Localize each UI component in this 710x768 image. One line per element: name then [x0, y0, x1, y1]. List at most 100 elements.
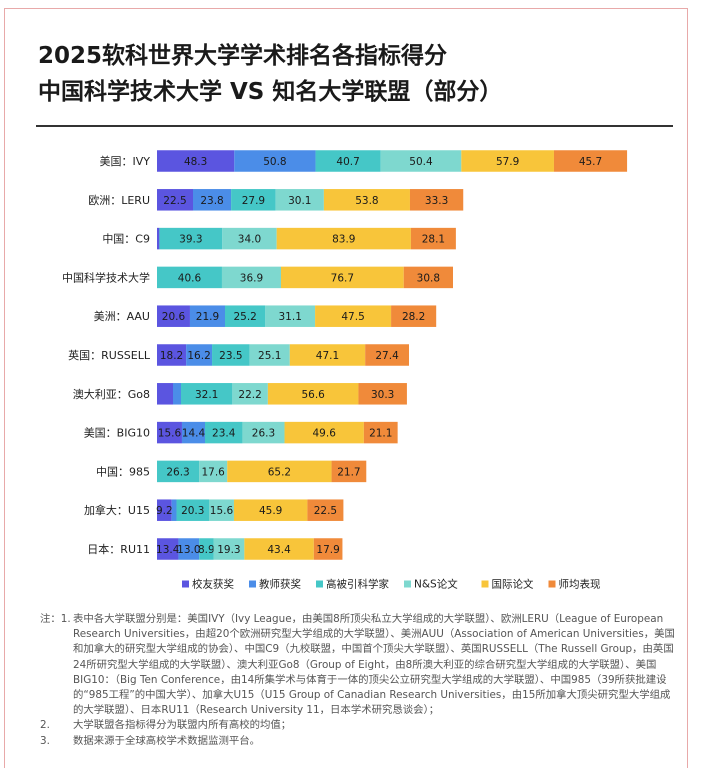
category-label: 美洲：AAU [94, 310, 150, 323]
bar-segment [242, 421, 285, 444]
bar-segment [221, 266, 281, 289]
bar-segment [157, 499, 172, 521]
bar-segment [380, 150, 462, 172]
title-divider [36, 125, 673, 127]
data-label: 57.9 [496, 156, 519, 168]
data-label: 25.2 [233, 311, 256, 323]
data-label: 47.5 [341, 311, 364, 323]
data-label: 16.2 [187, 350, 210, 362]
footnote-1-lead: 注：1. [40, 613, 71, 625]
bar-segment [189, 305, 225, 327]
data-label: 33.3 [425, 195, 448, 207]
bar-segment [159, 227, 223, 250]
data-label: 27.4 [375, 350, 399, 362]
footnote-3-text: 数据来源于全球高校学术数据监测平台。 [73, 734, 261, 747]
bar-segment [276, 227, 411, 250]
legend-label: 高被引科学家 [326, 578, 389, 591]
data-label: 45.9 [259, 505, 282, 517]
data-label: 15.6 [158, 428, 182, 440]
data-label: 83.9 [332, 234, 355, 246]
category-label: 中国：C9 [102, 233, 150, 246]
data-label: 9.2 [156, 505, 173, 517]
data-label: 30.1 [288, 195, 311, 207]
data-label: 43.4 [267, 544, 291, 556]
chart-title: 2025软科世界大学学术排名各指标得分 [38, 43, 448, 69]
data-label: 65.2 [268, 466, 291, 478]
footnote-1-text: 表中各大学联盟分别是：美国IVY（Ivy League，由美国8所顶尖私立大学组… [73, 613, 675, 717]
data-label: 50.8 [263, 156, 286, 168]
category-label: 澳大利亚：Go8 [73, 387, 150, 401]
bar-segment [157, 538, 179, 560]
bar-segment [213, 538, 245, 560]
bar-segment [265, 305, 316, 327]
bar-segment [233, 499, 308, 521]
legend-label: 国际论文 [492, 578, 534, 591]
data-label: 28.2 [402, 311, 425, 323]
legend-swatch [182, 580, 189, 588]
footnotes: 注：1. 表中各大学联盟分别是：美国IVY（Ivy League，由美国8所顶尖… [40, 612, 680, 749]
bar-segment [199, 538, 214, 560]
legend-swatch [316, 580, 323, 588]
legend-swatch [548, 580, 556, 588]
data-label: 34.0 [238, 234, 261, 246]
bar-segment [186, 344, 213, 366]
data-label: 21.7 [337, 466, 360, 478]
data-label: 14.4 [182, 428, 206, 440]
bar-segment [173, 383, 181, 405]
data-label: 48.3 [184, 156, 207, 168]
bar-segment [281, 266, 404, 289]
bar-segment [331, 460, 367, 483]
bar-segment [403, 266, 453, 289]
bar-segment [209, 499, 234, 521]
bar-segment [461, 150, 554, 172]
footnote-1: 注：1. 表中各大学联盟分别是：美国IVY（Ivy League，由美国8所顶尖… [40, 612, 680, 718]
legend-swatch [404, 580, 411, 588]
legend-swatch [249, 580, 256, 588]
bar-segment [231, 189, 276, 211]
data-label: 15.6 [210, 505, 234, 517]
bar-segment [157, 344, 187, 366]
bar-segment [157, 266, 222, 289]
bar-segment [212, 344, 250, 366]
bar-segment [222, 227, 277, 250]
bar-segment [205, 421, 243, 444]
data-label: 39.3 [179, 234, 202, 246]
category-label: 中国：985 [96, 465, 150, 478]
bar-segment [363, 421, 398, 444]
data-label: 56.6 [301, 389, 325, 401]
data-label: 53.8 [355, 195, 378, 207]
bar-segment [315, 305, 392, 327]
bar-segment [181, 421, 205, 444]
stacked-bar-chart: 美国：IVY 48.3 50.8 40.7 50.4 57.9 45.7 欧洲：LERU 22.… [62, 150, 628, 591]
category-label: 英国：RUSSELL [68, 348, 151, 362]
bar-segment [391, 305, 437, 327]
data-label: 31.1 [279, 311, 302, 323]
bar-segment [157, 189, 193, 211]
data-label: 32.1 [195, 389, 218, 401]
bar-segment [553, 150, 628, 172]
bar-segment [176, 499, 209, 521]
data-label: 22.5 [163, 195, 186, 207]
page-frame [4, 8, 688, 768]
data-label: 26.3 [252, 428, 275, 440]
data-label: 25.1 [258, 350, 281, 362]
bar-segment [289, 344, 366, 366]
bar-segment [323, 189, 410, 211]
bar-segment [249, 344, 290, 366]
data-label: 19.3 [217, 544, 240, 556]
data-label: 30.3 [371, 389, 394, 401]
data-label: 18.2 [160, 350, 183, 362]
data-label: 17.6 [201, 466, 225, 478]
bar-segment [267, 383, 359, 405]
bar-segment [358, 383, 407, 405]
data-label: 22.5 [314, 505, 337, 517]
bar-segment [225, 305, 266, 327]
bar-segment [157, 460, 200, 483]
category-label: 美国：BIG10 [84, 427, 150, 440]
data-label: 22.2 [238, 389, 261, 401]
category-label: 中国科学技术大学 [62, 270, 150, 284]
data-label: 30.8 [417, 272, 440, 284]
data-label: 23.5 [219, 350, 242, 362]
bar-segment [193, 189, 232, 211]
footnote-3: 3. 数据来源于全球高校学术数据监测平台。 [40, 734, 680, 749]
